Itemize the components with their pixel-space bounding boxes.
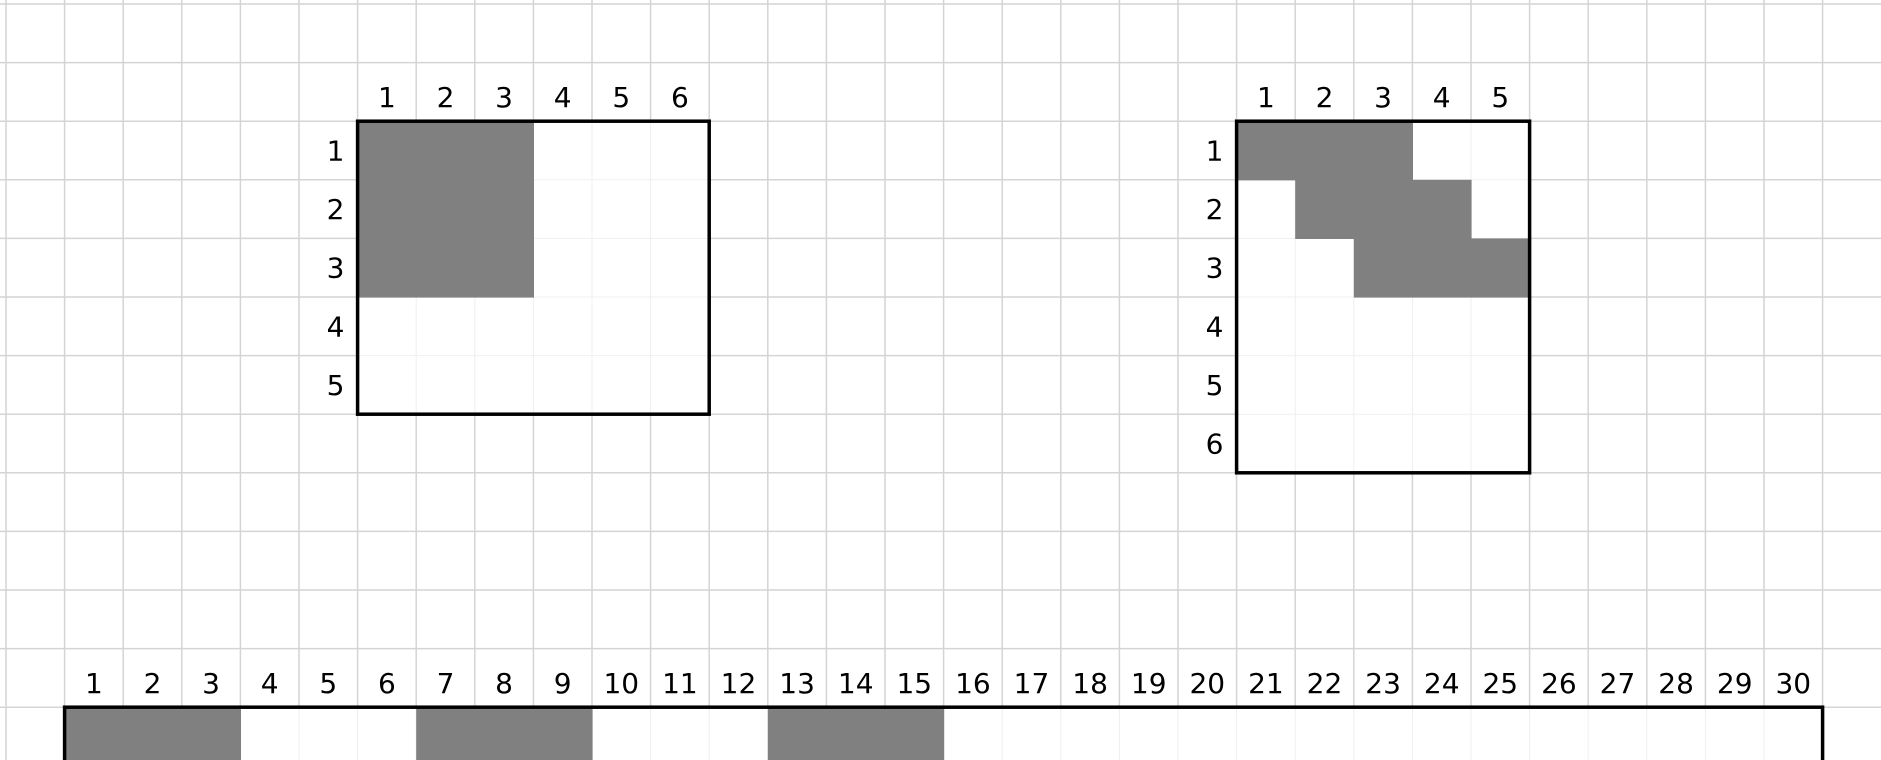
grid-a-filled-cell-r1-c3 bbox=[474, 121, 534, 181]
grid-a-col-label: 1 bbox=[378, 81, 396, 114]
grid-b-border bbox=[1234, 119, 1532, 475]
strip-col-label: 18 bbox=[1072, 667, 1108, 700]
strip-col-label: 22 bbox=[1307, 667, 1343, 700]
grid-b-filled-cell-r2-c3 bbox=[1353, 179, 1413, 239]
strip-col-label: 28 bbox=[1658, 667, 1694, 700]
grid-a-col-label: 5 bbox=[612, 81, 630, 114]
strip-col-label: 17 bbox=[1014, 667, 1050, 700]
grid-a-filled-cell-r1-c2 bbox=[416, 121, 476, 181]
strip-col-label: 27 bbox=[1600, 667, 1636, 700]
strip-filled-cell-r1-c15 bbox=[885, 707, 945, 760]
grid-a-filled-cell-r2-c2 bbox=[416, 179, 476, 239]
strip-col-label: 5 bbox=[319, 667, 337, 700]
grid-b-filled-cell-r3-c5 bbox=[1471, 238, 1531, 298]
strip-col-label: 1 bbox=[85, 667, 103, 700]
strip-col-label: 9 bbox=[554, 667, 572, 700]
strip-col-label: 12 bbox=[721, 667, 757, 700]
strip-col-label: 13 bbox=[779, 667, 815, 700]
strip-col-label: 7 bbox=[437, 667, 455, 700]
strip-filled-cell-r1-c1 bbox=[64, 707, 124, 760]
grid-a-col-label: 2 bbox=[437, 81, 455, 114]
strip-col-label: 29 bbox=[1717, 667, 1753, 700]
grid-b-row-label: 3 bbox=[1206, 252, 1224, 285]
strip-filled-cell-r1-c13 bbox=[767, 707, 827, 760]
grid-b-filled-cell-r1-c3 bbox=[1353, 121, 1413, 181]
grid-a-row-label: 5 bbox=[327, 369, 345, 402]
strip-filled-cell-r1-c7 bbox=[416, 707, 476, 760]
grid-a-filled-cell-r2-c1 bbox=[357, 179, 417, 239]
grid-b-filled-cell-r1-c1 bbox=[1236, 121, 1296, 181]
strip-col-label: 11 bbox=[662, 667, 698, 700]
grid-a-border bbox=[355, 119, 711, 416]
strip-filled-cell-r1-c3 bbox=[181, 707, 241, 760]
strip-filled-cell-r1-c8 bbox=[474, 707, 534, 760]
strip-col-label: 20 bbox=[1189, 667, 1225, 700]
strip-filled-cell-r1-c2 bbox=[123, 707, 183, 760]
grid-b-row-label: 4 bbox=[1206, 310, 1224, 343]
grid-b-col-label: 4 bbox=[1433, 81, 1451, 114]
strip-col-label: 30 bbox=[1775, 667, 1811, 700]
grid-b-filled-cell-r1-c2 bbox=[1295, 121, 1355, 181]
strip-filled-cell-r1-c14 bbox=[826, 707, 886, 760]
strip-col-label: 26 bbox=[1541, 667, 1577, 700]
grid-a-6x5: 1 2 3 4 5 6 1 2 3 4 5 bbox=[327, 81, 711, 416]
strip-30x1: 1 2 3 4 5 6 7 8 9 10 11 12 13 14 15 16 17 18 19 20 21 22 23 24 2… bbox=[62, 667, 1825, 760]
strip-col-label: 3 bbox=[202, 667, 220, 700]
grid-b-col-label: 1 bbox=[1257, 81, 1275, 114]
grid-a-filled-cell-r1-c1 bbox=[357, 121, 417, 181]
grid-a-col-label: 6 bbox=[671, 81, 689, 114]
grid-a-col-label: 3 bbox=[495, 81, 513, 114]
grid-b-row-label: 6 bbox=[1206, 428, 1224, 461]
grid-b-filled-cell-r3-c4 bbox=[1412, 238, 1472, 298]
grid-a-row-label: 2 bbox=[327, 193, 345, 226]
strip-col-label: 2 bbox=[144, 667, 162, 700]
grid-b-col-label: 2 bbox=[1316, 81, 1334, 114]
strip-col-label: 6 bbox=[378, 667, 396, 700]
grid-b-filled-cell-r2-c2 bbox=[1295, 179, 1355, 239]
strip-col-label: 10 bbox=[603, 667, 639, 700]
grid-a-row-label: 3 bbox=[327, 252, 345, 285]
grid-a-row-label: 4 bbox=[327, 310, 345, 343]
strip-col-label: 21 bbox=[1248, 667, 1284, 700]
grid-b-filled-cell-r3-c3 bbox=[1353, 238, 1413, 298]
grid-a-row-label: 1 bbox=[327, 135, 345, 168]
strip-col-label: 25 bbox=[1482, 667, 1518, 700]
grid-b-5x6: 1 2 3 4 5 1 2 3 4 5 6 bbox=[1206, 81, 1532, 475]
strip-col-label: 23 bbox=[1365, 667, 1401, 700]
grid-b-filled-cell-r2-c4 bbox=[1412, 179, 1472, 239]
strip-col-label: 14 bbox=[838, 667, 874, 700]
grid-a-filled-cell-r3-c3 bbox=[474, 238, 534, 298]
grid-a-filled-cell-r3-c1 bbox=[357, 238, 417, 298]
grid-a-col-label: 4 bbox=[554, 81, 572, 114]
strip-col-label: 15 bbox=[896, 667, 932, 700]
grid-b-col-label: 3 bbox=[1374, 81, 1392, 114]
strip-col-label: 24 bbox=[1424, 667, 1460, 700]
strip-col-label: 4 bbox=[261, 667, 279, 700]
strip-col-label: 16 bbox=[955, 667, 991, 700]
grid-a-filled-cell-r3-c2 bbox=[416, 238, 476, 298]
strip-col-label: 8 bbox=[495, 667, 513, 700]
strip-border bbox=[62, 705, 1825, 760]
strip-filled-cell-r1-c9 bbox=[533, 707, 593, 760]
grid-b-col-label: 5 bbox=[1491, 81, 1509, 114]
grid-b-row-label: 2 bbox=[1206, 193, 1224, 226]
grid-b-row-label: 5 bbox=[1206, 369, 1224, 402]
grid-a-filled-cell-r2-c3 bbox=[474, 179, 534, 239]
grid-b-row-label: 1 bbox=[1206, 135, 1224, 168]
strip-col-label: 19 bbox=[1131, 667, 1167, 700]
